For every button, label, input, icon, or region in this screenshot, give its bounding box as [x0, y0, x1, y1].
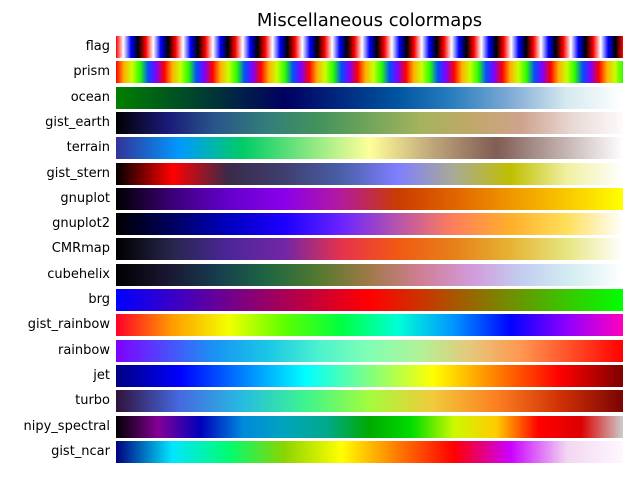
- colormap-bar-jet: [116, 364, 623, 387]
- colormap-bar-flag: [116, 36, 623, 58]
- colormap-label: nipy_spectral: [23, 418, 111, 434]
- colormap-label: gist_ncar: [51, 443, 110, 459]
- colormap-label: gist_rainbow: [27, 317, 110, 333]
- colormap-bar-turbo: [116, 390, 623, 413]
- colormap-label: prism: [73, 64, 110, 80]
- colormap-bar-brg: [116, 289, 623, 311]
- colormap-label: rainbow: [58, 342, 110, 358]
- colormap-label: brg: [88, 292, 110, 307]
- colormap-bar-cmrmap: [116, 238, 623, 261]
- colormap-label: turbo: [75, 393, 110, 409]
- colormap-bar-rainbow: [116, 339, 623, 362]
- colormap-label: gist_stern: [46, 165, 110, 181]
- colormap-bar-terrain: [116, 137, 623, 160]
- colormap-label: CMRmap: [51, 241, 110, 257]
- colormap-bar-gist-rainbow: [116, 314, 623, 337]
- colormap-bar-gnuplot2: [116, 213, 623, 236]
- colormap-bar-cubehelix: [116, 263, 623, 286]
- colormap-label: cubehelix: [47, 266, 110, 282]
- colormap-label: jet: [93, 367, 110, 383]
- chart-title: Miscellaneous colormaps: [256, 10, 483, 31]
- colormap-bar-nipy-spectral: [116, 415, 623, 438]
- colormap-label: gnuplot2: [52, 216, 110, 232]
- colormap-label: ocean: [70, 89, 110, 105]
- colormap-bar-gnuplot: [116, 187, 623, 210]
- colormap-bar-gist-earth: [116, 111, 623, 134]
- colormap-bar-ocean: [116, 86, 623, 109]
- colormap-bar-prism: [116, 61, 623, 84]
- colormap-label: gnuplot: [60, 190, 110, 206]
- colormap-label: flag: [85, 39, 110, 54]
- colormap-label: terrain: [66, 140, 110, 156]
- colormap-label: gist_earth: [45, 114, 110, 130]
- colormap-bar-gist-stern: [116, 162, 623, 185]
- colormap-bar-gist-ncar: [116, 440, 623, 463]
